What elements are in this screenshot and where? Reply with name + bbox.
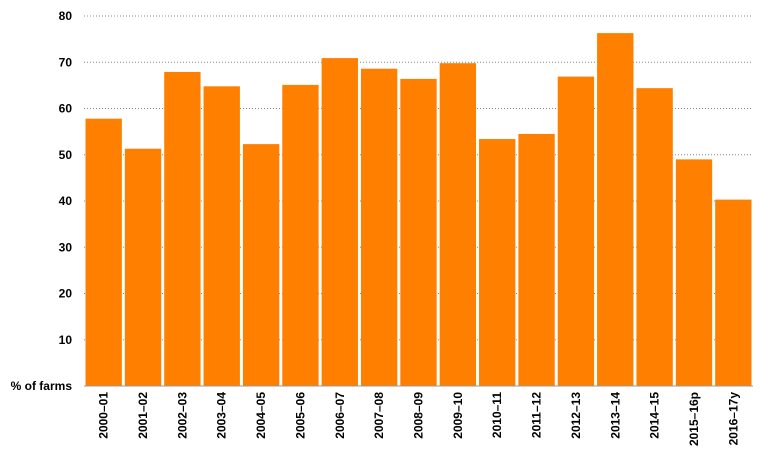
- bar: [164, 71, 201, 387]
- x-tick-label: 2002–03: [175, 392, 189, 439]
- bar: [203, 86, 240, 387]
- bar: [518, 133, 555, 386]
- y-tick-label: 60: [59, 102, 73, 116]
- bar: [242, 144, 280, 386]
- bar: [715, 199, 752, 386]
- bar: [400, 78, 437, 387]
- y-tick-label: 70: [59, 55, 73, 69]
- x-tick-label: 2003–04: [215, 392, 229, 439]
- x-tick-label: 2000–01: [97, 392, 111, 439]
- bar: [557, 76, 595, 387]
- x-tick-label: 2010–11: [490, 392, 504, 438]
- x-tick-label: 2012–13: [569, 392, 583, 439]
- x-tick-label: 2015–16p: [687, 392, 701, 446]
- x-tick-label: 2011–12: [530, 392, 544, 438]
- bar: [124, 148, 162, 386]
- y-tick-label: 20: [59, 287, 73, 301]
- bar: [321, 58, 358, 387]
- x-tick-label: 2013–14: [608, 392, 622, 439]
- bar: [675, 159, 713, 386]
- x-tick-label: 2006–07: [333, 392, 347, 439]
- x-tick-label: 2016–17y: [726, 392, 740, 446]
- y-tick-label: 10: [59, 333, 73, 347]
- x-tick-label: 2009–10: [451, 392, 465, 439]
- bar: [85, 118, 122, 387]
- bar: [282, 84, 319, 386]
- bars: [85, 33, 752, 387]
- y-tick-label: 80: [59, 9, 73, 23]
- x-tick-label: 2004–05: [254, 392, 268, 439]
- y-tick-label: 30: [59, 240, 73, 254]
- y-tick-labels: 10 20 30 40 50 60 70 80: [59, 9, 73, 347]
- x-tick-label: 2001–02: [136, 392, 150, 439]
- bar: [479, 139, 516, 386]
- x-tick-label: 2005–06: [293, 392, 307, 439]
- y-tick-label: 50: [59, 148, 73, 162]
- x-tick-label: 2014–15: [648, 392, 662, 439]
- bar: [360, 68, 398, 386]
- y-axis-label: % of farms: [11, 379, 73, 393]
- bar: [439, 63, 477, 387]
- bar: [636, 88, 673, 387]
- x-tick-label: 2008–09: [412, 392, 426, 439]
- y-tick-label: 40: [59, 194, 73, 208]
- x-tick-label: 2007–08: [372, 392, 386, 439]
- bar: [597, 33, 634, 387]
- x-tick-labels: 2000–01 2001–02 2002–03 2003–04 2004–05 2005–…: [97, 392, 741, 446]
